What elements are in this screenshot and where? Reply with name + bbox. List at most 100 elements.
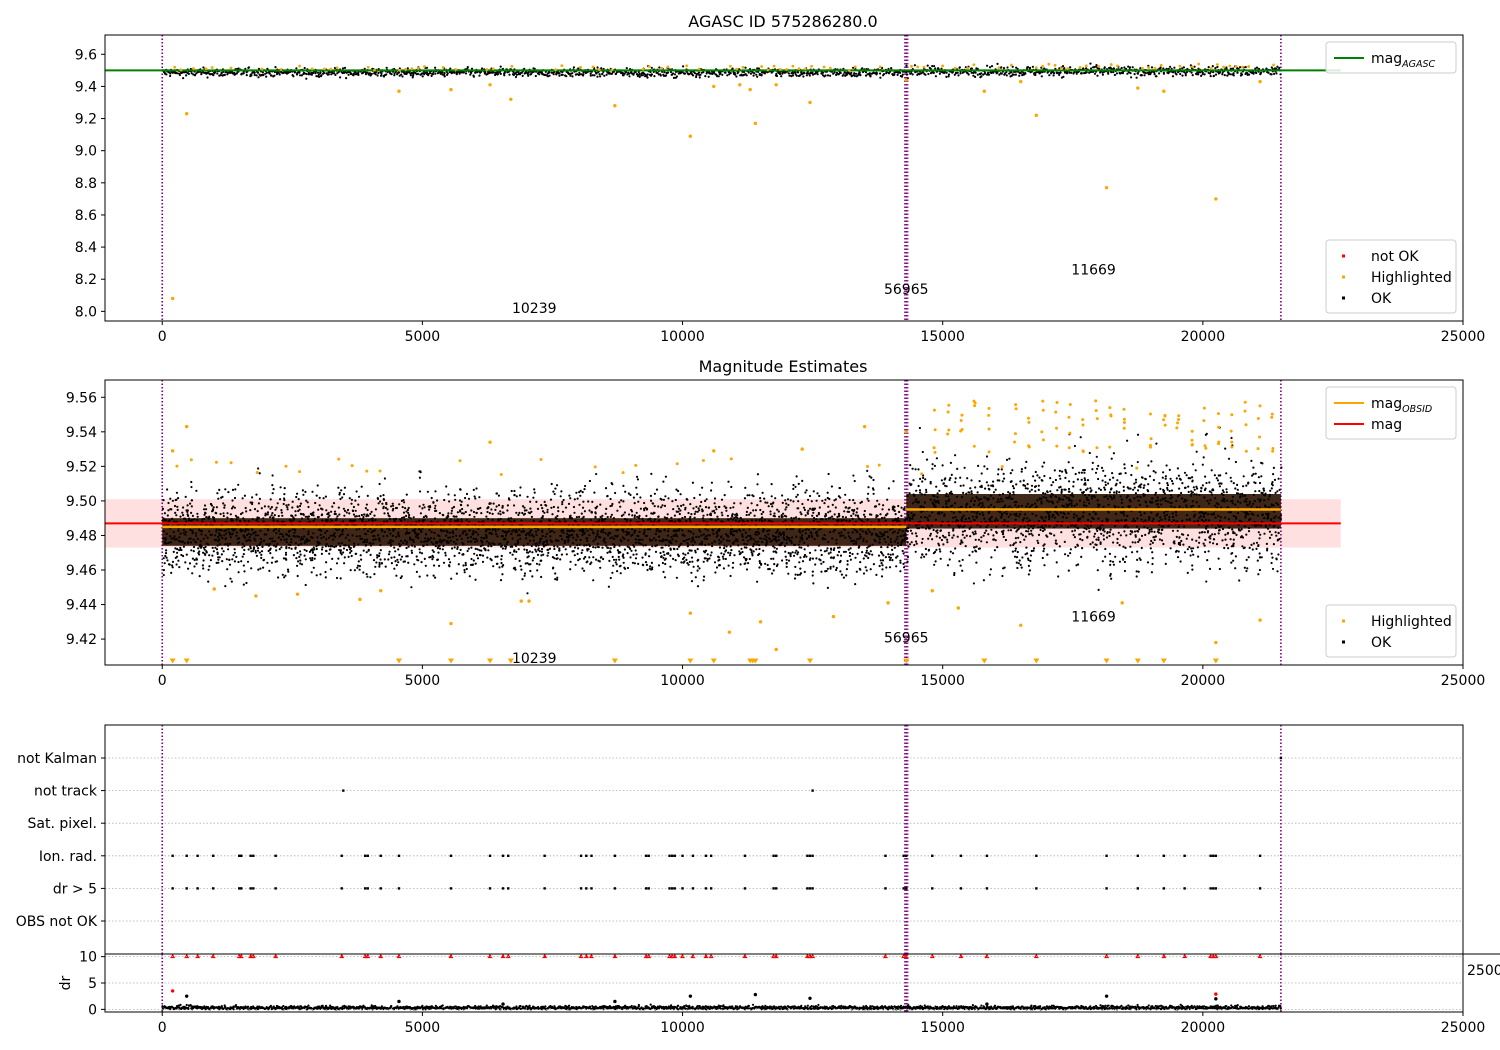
ok-point [782,533,786,537]
highlighted-point [335,66,339,70]
ok-point [739,516,742,520]
ok-point [987,73,991,76]
ok-point [449,67,452,70]
ok-point [428,508,431,511]
ok-point [592,556,595,559]
ok-point [773,515,777,518]
ok-point [168,519,171,522]
ok-point [867,528,870,531]
highlighted-point [329,67,333,71]
ok-point [748,528,751,531]
ok-point [453,554,456,558]
ok-point [788,74,791,77]
ok-point [687,530,690,533]
ok-point [827,472,830,476]
ok-point [631,514,634,517]
ok-point [726,539,729,542]
ok-point [833,528,837,532]
ok-point [364,71,367,74]
highlighted-point [1147,66,1151,70]
ok-point [322,71,326,75]
ok-point [664,562,667,566]
ok-point [623,72,626,75]
ok-point [1239,66,1242,69]
ok-point [272,544,276,547]
ok-point [660,498,663,501]
ok-point [667,497,670,500]
ok-point [296,492,299,495]
ok-point [537,547,540,550]
ok-point [504,547,507,550]
ok-point [854,514,857,517]
ok-point [225,532,228,535]
ok-point [616,534,619,537]
ok-point [695,75,698,79]
ok-point [746,506,749,509]
ok-point [400,519,403,523]
ok-point [755,533,759,536]
ok-point [845,568,849,571]
ok-point [671,538,674,541]
ok-point [527,71,530,74]
ok-point [357,503,360,506]
ok-point [711,542,714,545]
ok-point [468,529,471,532]
highlighted-point [416,66,420,70]
highlighted-point [510,64,514,68]
ok-point [618,544,621,547]
ok-point [455,572,458,575]
ok-point [770,483,773,486]
ok-point [785,561,788,565]
ok-point [635,73,639,76]
ok-point [214,534,217,537]
ok-point [696,569,699,572]
ok-point [399,544,402,547]
ok-point [389,541,392,544]
ok-point [279,532,282,535]
ok-point [720,535,723,538]
ok-point [588,479,592,483]
ok-point [596,66,599,69]
ok-point [241,529,244,532]
ok-point [683,72,687,75]
ok-point [777,510,780,513]
highlighted-point [1019,79,1023,84]
ok-point [434,66,437,69]
ok-point [256,549,260,552]
ok-point [342,493,346,496]
ok-point [472,559,475,562]
ok-point [418,551,422,554]
ok-point [822,560,825,564]
ok-point [584,555,587,559]
ok-point [233,548,236,551]
ok-point [572,505,576,509]
ok-point [620,540,623,543]
ok-point [182,545,185,548]
ok-point [380,72,383,75]
ok-point [374,518,377,522]
ok-point [1095,64,1098,67]
ok-point [363,513,366,516]
ok-point [267,505,270,508]
ok-point [546,510,549,514]
ok-point [947,73,951,76]
ok-point [399,558,402,561]
ok-point [712,532,715,535]
ok-point [401,516,404,520]
ok-point [622,561,625,564]
ok-point [477,533,480,536]
ok-point [470,546,473,549]
ok-point [347,73,350,76]
ok-point [281,573,284,576]
ok-point [432,543,435,546]
ok-point [613,537,616,541]
ok-point [1162,67,1165,70]
ok-point [749,511,752,514]
ok-point [766,501,769,504]
ok-point [785,565,788,569]
ok-point [403,560,406,563]
ok-point [432,550,435,554]
ok-point [398,503,401,506]
ok-point [603,537,606,541]
ok-point [698,528,701,531]
